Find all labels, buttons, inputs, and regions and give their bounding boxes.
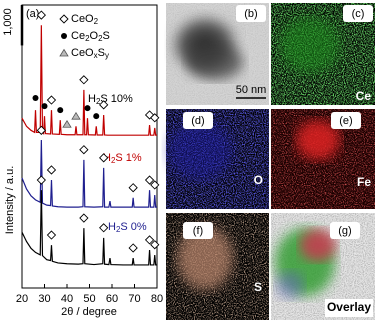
marker-circle <box>93 113 100 120</box>
x-tick-label: 70 <box>128 293 140 305</box>
marker-triangle <box>62 120 72 128</box>
x-tick-label: 20 <box>16 293 28 305</box>
panel-label: (a) <box>26 8 39 20</box>
subscript: 2 <box>111 156 116 165</box>
legend-symbol <box>59 14 69 24</box>
marker-diamond <box>128 243 138 253</box>
text-part: S 10% <box>100 93 133 105</box>
subscript: 2 <box>85 34 90 43</box>
text-part: CeO <box>71 47 94 59</box>
subscript: y <box>105 51 109 60</box>
element-label: Ce <box>356 89 372 103</box>
series-line <box>21 140 157 208</box>
element-label: Overlay <box>327 300 371 314</box>
panel-label: (f) <box>193 225 203 237</box>
x-axis-label: 2θ / degree <box>61 306 117 318</box>
marker-diamond <box>46 230 57 240</box>
marker-circle <box>32 94 39 101</box>
series-label: H2S 10% <box>88 93 133 106</box>
marker-diamond <box>79 145 89 155</box>
marker-diamond <box>79 213 89 223</box>
scale-bar-label: 50 nm <box>236 84 267 96</box>
marker-diamond <box>150 113 160 123</box>
panel-f: (f) S <box>166 213 269 320</box>
marker-diamond <box>128 183 138 193</box>
marker-diamond <box>36 125 46 135</box>
marker-diamond <box>144 175 155 185</box>
y-axis-label: Intensity / a.u. <box>4 166 16 234</box>
marker-diamond <box>99 153 109 163</box>
legend-symbol <box>59 48 69 57</box>
marker-diamond <box>150 180 160 190</box>
marker-diamond <box>46 165 57 175</box>
x-tick-label: 50 <box>83 293 95 305</box>
text-part: Ce <box>71 30 85 42</box>
text-part: CeO <box>71 13 94 25</box>
marker-diamond <box>144 235 155 245</box>
subscript: 2 <box>98 34 103 43</box>
legend-label: CeO2 <box>71 13 99 26</box>
text-part: H <box>108 221 116 233</box>
text-part: S <box>98 47 105 59</box>
subscript: 2 <box>94 17 99 26</box>
series-line <box>21 190 157 266</box>
legend-label: CeOxSy <box>71 47 109 60</box>
series-label: H2S 1% <box>103 152 142 165</box>
x-tick-label: 30 <box>38 293 50 305</box>
marker-diamond <box>79 75 89 85</box>
marker-diamond <box>150 240 160 250</box>
x-tick-label: 40 <box>61 293 73 305</box>
text-part: O <box>90 30 99 42</box>
text-part: H <box>88 93 96 105</box>
marker-circle <box>84 105 91 112</box>
subscript: 2 <box>96 97 101 106</box>
marker-diamond <box>99 223 109 233</box>
element-label: O <box>254 173 263 187</box>
legend-symbol <box>61 33 67 39</box>
panel-label: (d) <box>191 115 204 127</box>
panel-label: (e) <box>339 115 352 127</box>
panel-label: (b) <box>244 8 257 20</box>
subscript: x <box>94 51 98 60</box>
legend-label: Ce2O2S <box>71 30 110 43</box>
series-line <box>21 25 157 136</box>
xrd-plot: (a) 2θ / degree Intensity / a.u. 20 30 40 5… <box>2 4 163 318</box>
element-label: S <box>254 280 262 294</box>
panel-g: (g) Overlay <box>271 213 375 320</box>
panel-label: (g) <box>338 225 351 237</box>
text-part: S <box>103 30 110 42</box>
marker-diamond <box>36 175 46 185</box>
marker-triangle <box>71 111 81 120</box>
marker-diamond <box>144 110 155 120</box>
marker-diamond <box>99 100 109 110</box>
x-tick-label: 80 <box>151 293 163 305</box>
panel-e: (e) Fe <box>271 109 375 209</box>
scale-bar-label: 1,000 <box>2 8 14 36</box>
text-part: S 1% <box>115 152 142 164</box>
marker-circle <box>41 103 48 110</box>
x-tick-label: 60 <box>106 293 118 305</box>
element-label: Fe <box>357 175 371 189</box>
series-label: H2S 0% <box>108 221 147 234</box>
subscript: 2 <box>116 225 121 234</box>
panel-b: (b) 50 nm <box>166 3 269 105</box>
marker-diamond <box>46 95 57 105</box>
panel-d: (d) O <box>166 109 269 209</box>
marker-diamond <box>36 10 46 20</box>
panel-label: (c) <box>352 8 365 20</box>
text-part: S 0% <box>120 221 147 233</box>
marker-circle <box>57 107 64 114</box>
panel-c: (c) Ce <box>271 3 375 105</box>
